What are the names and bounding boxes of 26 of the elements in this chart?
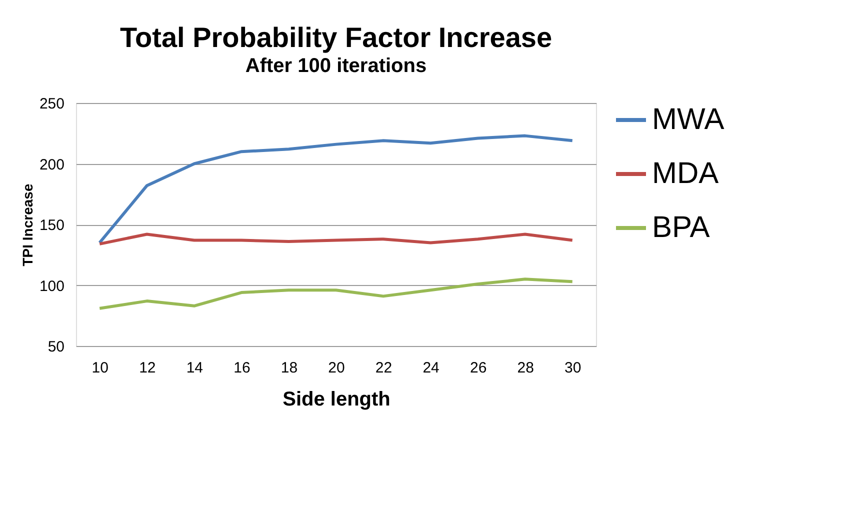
legend-label: BPA bbox=[652, 211, 710, 244]
x-tick-label: 10 bbox=[92, 360, 108, 376]
line-series bbox=[98, 232, 574, 246]
line-series bbox=[98, 134, 574, 244]
x-tick-label: 20 bbox=[328, 360, 345, 376]
y-tick-label: 100 bbox=[39, 278, 64, 295]
x-tick-label: 26 bbox=[470, 360, 487, 376]
x-tick-label: 28 bbox=[517, 360, 534, 376]
x-tick-label: 24 bbox=[422, 360, 440, 376]
x-tick-label: 16 bbox=[234, 360, 250, 376]
y-tick-label: 250 bbox=[39, 96, 64, 112]
y-tick-label: 150 bbox=[39, 217, 64, 234]
legend-label: MDA bbox=[652, 157, 719, 190]
x-axis-title: Side length bbox=[282, 388, 390, 410]
legend-label: MWA bbox=[652, 103, 724, 136]
x-tick-label: 30 bbox=[564, 360, 582, 376]
line-series bbox=[98, 278, 574, 310]
chart-title: Total Probability Factor Increase bbox=[120, 22, 552, 53]
x-tick-label: 18 bbox=[280, 360, 298, 376]
x-tick-label: 12 bbox=[139, 360, 156, 376]
x-tick-label: 22 bbox=[375, 360, 392, 376]
chart-subtitle: After 100 iterations bbox=[245, 55, 427, 77]
y-axis-title: TPI Increase bbox=[19, 184, 36, 266]
y-tick-label: 50 bbox=[48, 338, 64, 356]
y-tick-label: 200 bbox=[39, 156, 64, 174]
x-tick-label: 14 bbox=[186, 360, 204, 376]
